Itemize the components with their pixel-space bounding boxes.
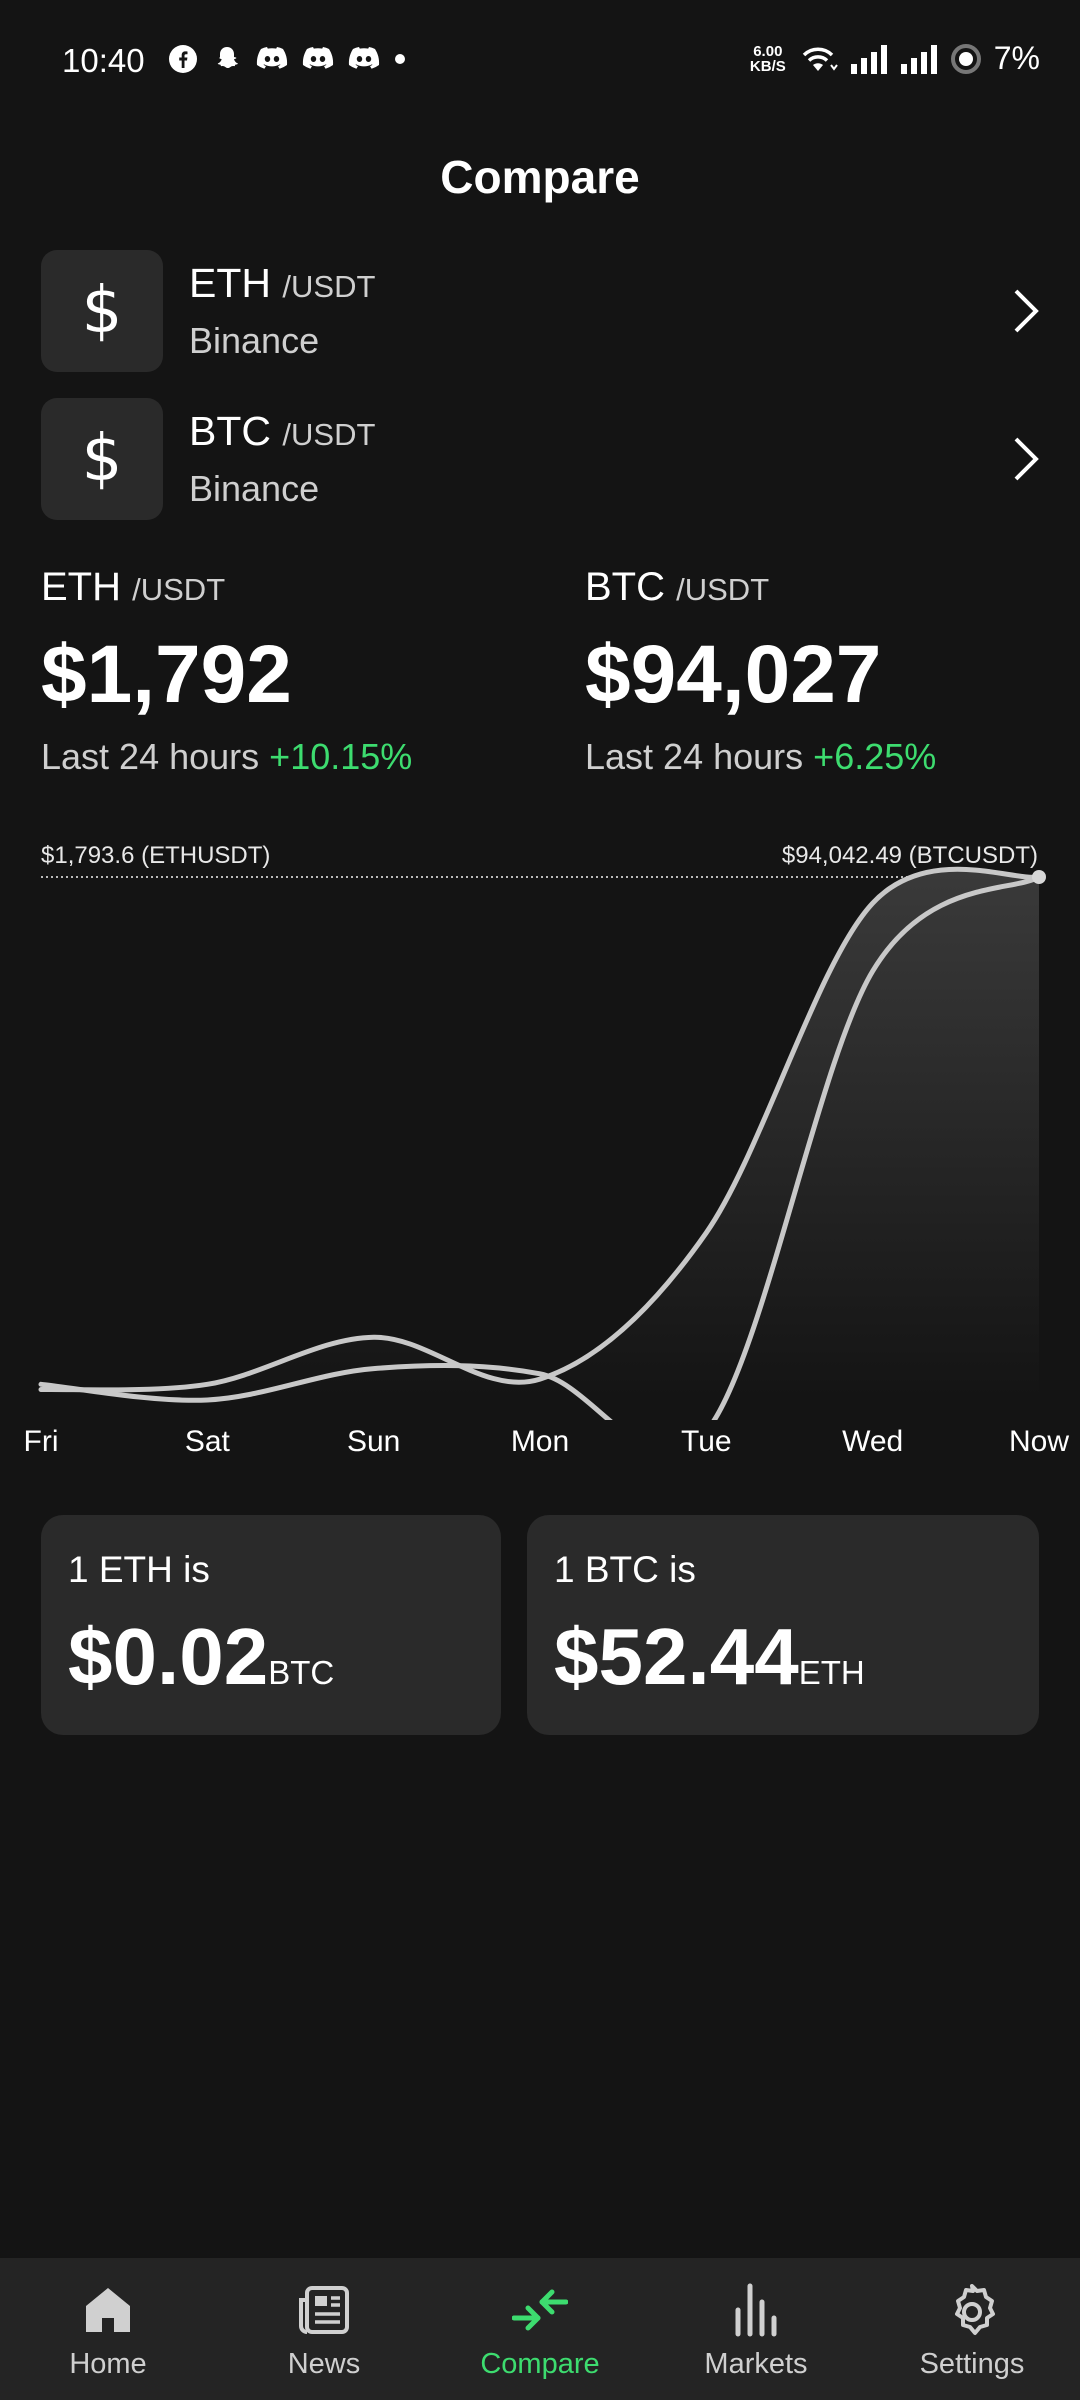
nav-label: News: [287, 2348, 361, 2380]
summary-eth: ETH /USDT $1,792 Last 24 hours +10.15%: [41, 565, 541, 778]
x-tick-label: Fri: [23, 1425, 59, 1458]
change-percent: +10.15%: [269, 736, 413, 777]
dollar-icon: $: [82, 276, 123, 346]
chevron-right-icon[interactable]: [1011, 286, 1041, 336]
pair-base: BTC: [189, 408, 271, 454]
summary-base: ETH: [41, 565, 121, 609]
pair-symbol: BTC /USDT: [189, 408, 375, 455]
svg-text:$: $: [82, 424, 123, 494]
series-line-ethusdt: [38, 866, 1042, 1393]
change-label: Last 24 hours: [585, 736, 804, 777]
chart-eth-max-label: $1,793.6 (ETHUSDT): [41, 842, 271, 869]
news-icon: [299, 2286, 349, 2334]
snapchat-icon: [217, 47, 238, 69]
conversion-label: 1 BTC is: [554, 1549, 696, 1590]
conversion-card-btc: 1 BTC is $52.44ETH: [527, 1515, 1039, 1735]
nav-label: Settings: [919, 2348, 1025, 2380]
summary-quote: /USDT: [132, 572, 226, 607]
conversion-unit: ETH: [798, 1654, 865, 1691]
conversion-value: $0.02BTC: [68, 1611, 334, 1703]
nav-settings[interactable]: Settings: [864, 2258, 1080, 2400]
x-tick-label: Sat: [184, 1425, 230, 1458]
markets-icon: [735, 2283, 777, 2337]
pair-row-eth[interactable]: $ ETH /USDT Binance: [41, 250, 1041, 372]
nav-label: Home: [69, 2348, 147, 2380]
x-tick-label: Sun: [346, 1425, 401, 1458]
pair-tile: $: [41, 398, 163, 520]
dot-icon: [395, 54, 405, 64]
price-chart[interactable]: [0, 860, 1080, 1420]
status-bar: 10:40 6.00 KB/S 7%: [0, 0, 1080, 124]
change-label: Last 24 hours: [41, 736, 260, 777]
discord-icon: [348, 47, 380, 69]
status-right: 6.00 KB/S 7%: [750, 40, 1040, 77]
series-line-btcusdt: [38, 874, 1042, 1420]
x-tick-label: Mon: [510, 1425, 570, 1458]
wifi-icon: [802, 47, 838, 71]
nav-home[interactable]: Home: [0, 2258, 216, 2400]
pair-exchange: Binance: [189, 320, 320, 361]
summary-base: BTC: [585, 565, 665, 609]
discord-icon: [256, 47, 288, 69]
x-tick-label: Tue: [681, 1425, 732, 1458]
chart-btc-max-label: $94,042.49 (BTCUSDT): [781, 842, 1038, 869]
nav-compare[interactable]: Compare: [432, 2258, 648, 2400]
summary-change: Last 24 hours +10.15%: [41, 736, 541, 778]
pair-quote: /USDT: [282, 417, 376, 452]
pair-quote: /USDT: [282, 269, 376, 304]
compare-icon: [512, 2289, 568, 2331]
pair-base: ETH: [189, 260, 271, 306]
battery-icon: [950, 43, 981, 74]
chart-end-point: [1032, 870, 1046, 884]
home-icon: [86, 2288, 130, 2332]
notification-icons: [168, 44, 406, 74]
conversion-value: $52.44ETH: [554, 1611, 865, 1703]
net-speed: 6.00 KB/S: [750, 44, 786, 74]
conversion-label: 1 ETH is: [68, 1549, 210, 1590]
x-tick-label: Now: [1008, 1425, 1070, 1458]
dollar-icon: $: [82, 424, 123, 494]
conversion-amount: $52.44: [554, 1612, 799, 1701]
pair-symbol: ETH /USDT: [189, 260, 375, 307]
status-time: 10:40: [62, 42, 145, 79]
summary-symbol: BTC /USDT: [585, 565, 1080, 610]
signal-icon: [900, 44, 937, 74]
svg-text:$: $: [82, 276, 123, 346]
summary-quote: /USDT: [676, 572, 770, 607]
x-tick-label: Wed: [842, 1425, 904, 1458]
summary-btc: BTC /USDT $94,027 Last 24 hours +6.25%: [585, 565, 1080, 778]
summary-price: $1,792: [41, 629, 292, 720]
discord-icon: [302, 47, 334, 69]
conversion-card-eth: 1 ETH is $0.02BTC: [41, 1515, 501, 1735]
net-speed-value: 6.00: [753, 42, 783, 60]
nav-markets[interactable]: Markets: [648, 2258, 864, 2400]
bottom-nav: Home News Compare Markets Settings: [0, 2258, 1080, 2400]
chevron-right-icon[interactable]: [1011, 434, 1041, 484]
summary-change: Last 24 hours +6.25%: [585, 736, 1080, 778]
conversion-unit: BTC: [268, 1654, 335, 1691]
signal-icon: [850, 44, 887, 74]
pair-exchange: Binance: [189, 468, 320, 509]
nav-news[interactable]: News: [216, 2258, 432, 2400]
summary-price: $94,027: [585, 629, 882, 720]
summary-symbol: ETH /USDT: [41, 565, 541, 610]
change-percent: +6.25%: [813, 736, 937, 777]
page-title: Compare: [440, 151, 640, 203]
battery-percent: 7%: [993, 40, 1040, 76]
facebook-icon: [169, 45, 197, 73]
conversion-amount: $0.02: [68, 1612, 269, 1701]
pair-tile: $: [41, 250, 163, 372]
chart-area-fill: [41, 869, 1039, 1400]
nav-label: Compare: [480, 2348, 600, 2380]
nav-label: Markets: [704, 2348, 808, 2380]
net-speed-unit: KB/S: [749, 57, 786, 75]
settings-icon: [955, 2284, 995, 2335]
pair-row-btc[interactable]: $ BTC /USDT Binance: [41, 398, 1041, 520]
